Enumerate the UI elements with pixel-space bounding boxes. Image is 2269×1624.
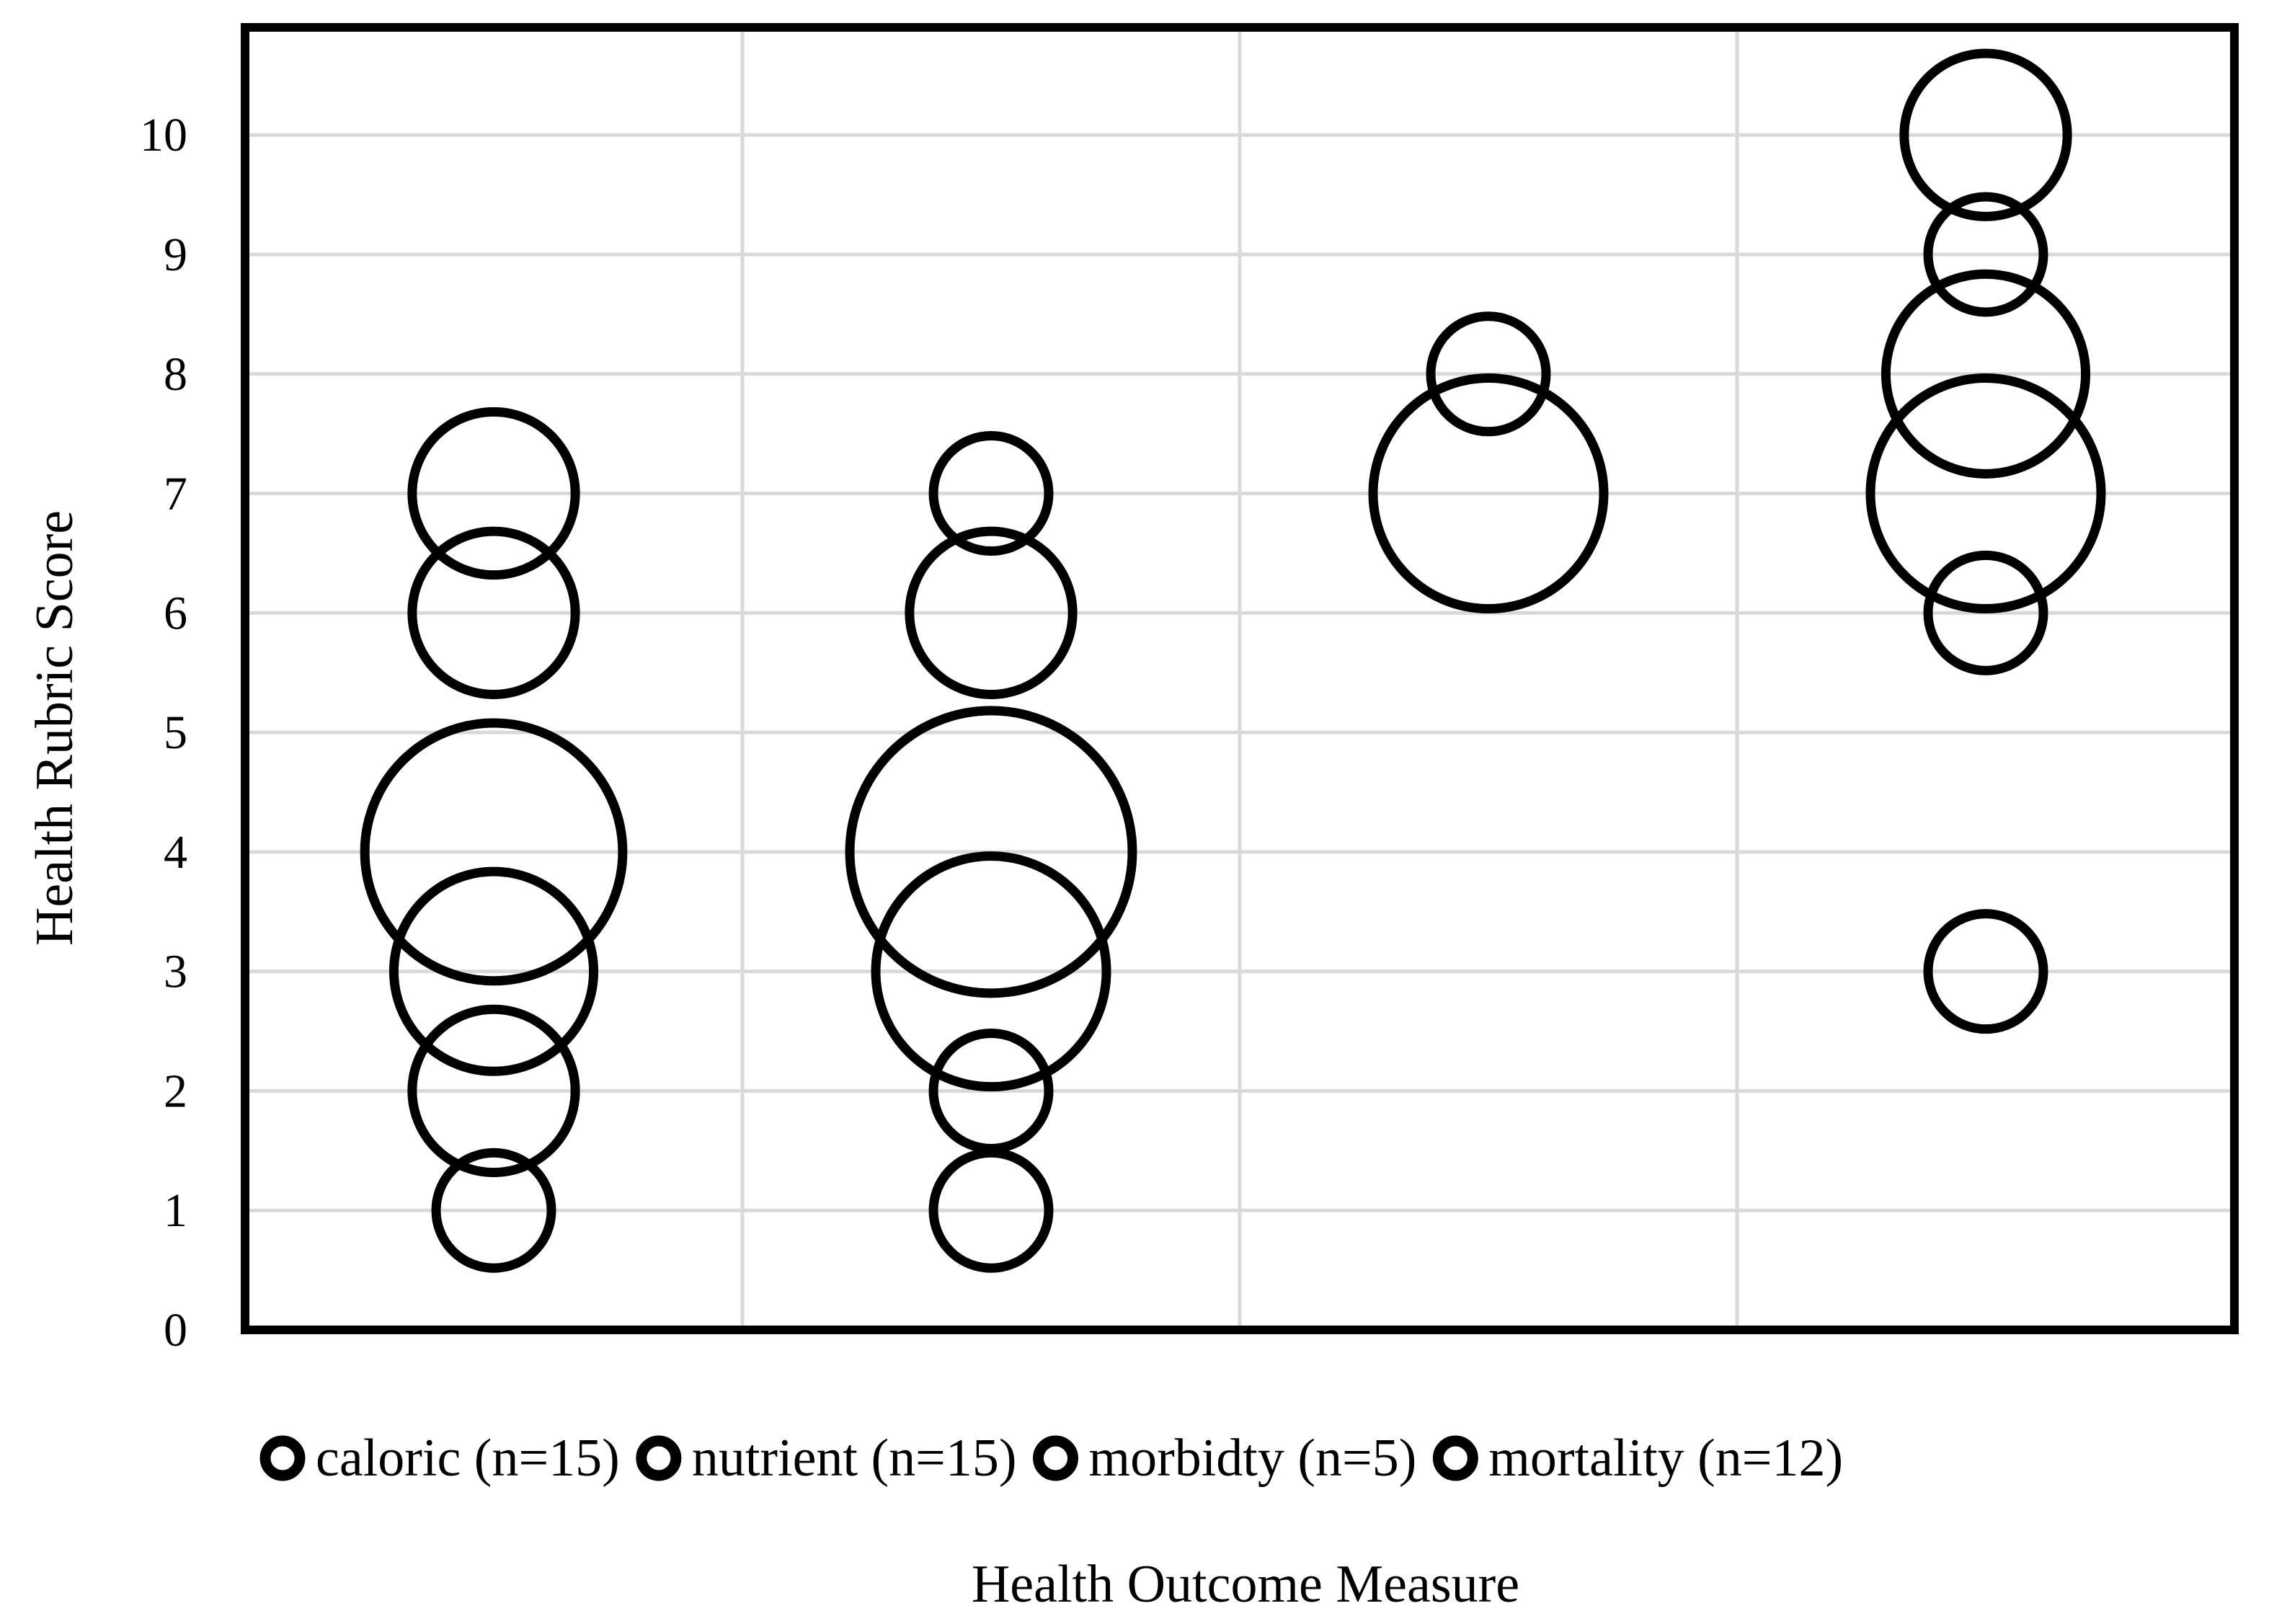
bubble-series-1-y3	[388, 866, 599, 1076]
y-tick-label-5: 5	[164, 706, 187, 759]
bubble-series-2-y6	[905, 526, 1078, 699]
legend-marker-4	[1432, 1435, 1478, 1481]
legend-label-1: caloric (n=15)	[316, 1429, 620, 1488]
bubble-series-4-y9	[1923, 192, 2048, 317]
y-tick-label-10: 10	[140, 109, 187, 161]
y-tick-label-3: 3	[164, 946, 187, 998]
bubble-series-1-y1	[431, 1148, 556, 1273]
bubble-series-1-y6	[407, 526, 580, 699]
y-tick-label-8: 8	[164, 348, 187, 401]
y-tick-label-0: 0	[164, 1304, 187, 1357]
bubble-series-4-y10	[1899, 48, 2072, 221]
bubble-series-1-y4	[360, 718, 628, 986]
bubbles	[360, 48, 2106, 1273]
y-tick-label-7: 7	[164, 468, 187, 520]
bubble-series-3-y7	[1368, 373, 1609, 614]
y-tick-label-9: 9	[164, 228, 187, 281]
bubble-series-4-y6	[1923, 550, 2048, 675]
legend-marker-1	[259, 1435, 306, 1481]
legend: caloric (n=15) nutrient (n=15) morbidty (n…	[259, 1429, 1843, 1488]
legend-label-2: nutrient (n=15)	[692, 1429, 1017, 1488]
y-axis-ticks: 0 1 2 3 4 5 6 7 8 9 10	[140, 109, 187, 1357]
y-tick-label-4: 4	[164, 826, 187, 879]
bubble-series-2-y3	[871, 851, 1111, 1092]
y-tick-label-6: 6	[164, 587, 187, 639]
y-tick-label-1: 1	[164, 1184, 187, 1237]
legend-label-3: morbidty (n=5)	[1089, 1429, 1417, 1488]
bubble-series-4-y8	[1881, 269, 2091, 479]
x-axis-title: Health Outcome Measure	[972, 1555, 1519, 1614]
plot-frame	[241, 23, 2239, 1334]
legend-marker-3	[1033, 1435, 1079, 1481]
bubble-series-4-y7	[1865, 373, 2106, 614]
plot-border	[241, 23, 2239, 1334]
bubble-series-4-y3	[1923, 909, 2048, 1034]
bubble-series-2-y2	[928, 1028, 1054, 1153]
legend-label-4: mortality (n=12)	[1488, 1429, 1843, 1488]
bubble-series-2-y7	[928, 431, 1054, 556]
bubble-series-3-y8	[1426, 311, 1551, 437]
bubble-series-1-y2	[407, 1004, 580, 1178]
y-tick-label-2: 2	[164, 1065, 187, 1117]
bubble-series-2-y4	[845, 706, 1137, 998]
legend-marker-2	[636, 1435, 682, 1481]
bubble-series-1-y7	[407, 407, 580, 580]
y-axis-title: Health Rubric Score	[25, 510, 84, 946]
